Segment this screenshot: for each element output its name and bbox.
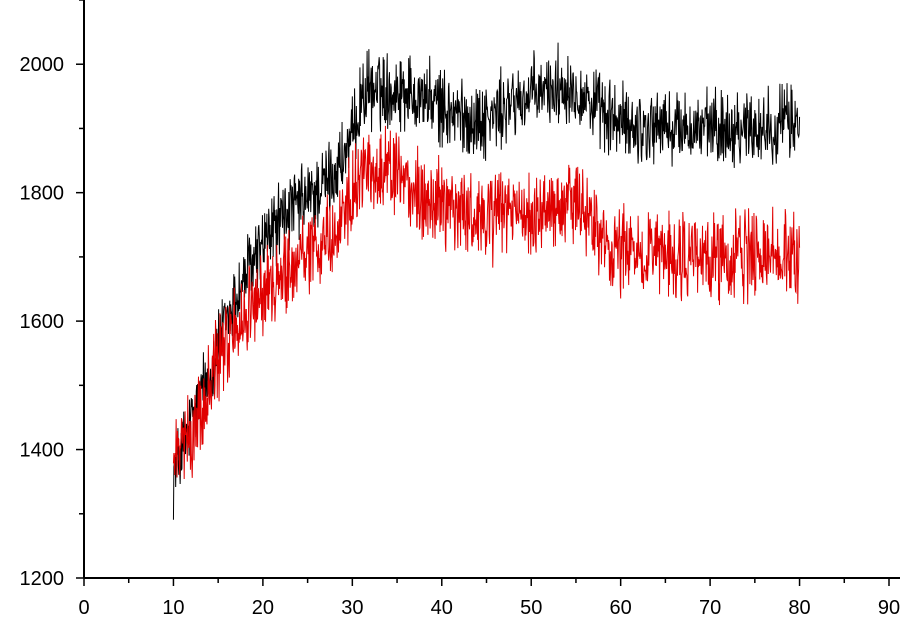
y-tick-label: 1400 <box>20 440 65 462</box>
x-tick-label: 20 <box>252 597 274 619</box>
x-tick-label: 70 <box>699 597 721 619</box>
x-tick-label: 0 <box>78 597 89 619</box>
series-layer <box>172 42 801 520</box>
x-tick-label: 50 <box>520 597 542 619</box>
x-tick-label: 10 <box>162 597 184 619</box>
series-line-1 <box>172 42 801 520</box>
y-tick-label: 1200 <box>20 568 65 590</box>
y-tick-label: 2000 <box>20 54 65 76</box>
x-tick-label: 90 <box>878 597 900 619</box>
x-tick-label: 40 <box>431 597 453 619</box>
x-tick-label: 30 <box>341 597 363 619</box>
series-line-2 <box>172 125 801 480</box>
y-tick-label: 1600 <box>20 311 65 333</box>
x-tick-label: 60 <box>610 597 632 619</box>
y-tick-label: 1800 <box>20 183 65 205</box>
x-tick-label: 80 <box>788 597 810 619</box>
tick-layer: 0 10 20 30 40 50 60 70 80 90 1200 1400 1600 1800 2000 <box>20 0 900 619</box>
